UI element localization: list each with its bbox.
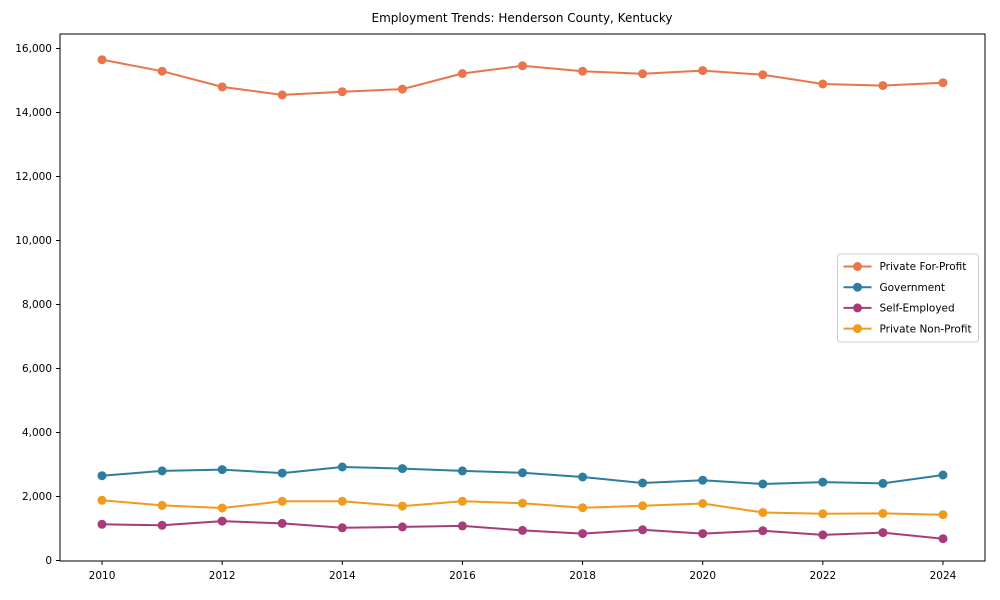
plot-border [59,33,986,562]
data-point-self-employed-2010 [97,519,107,529]
data-point-private-for-profit-2010 [97,55,107,65]
data-point-private-non-profit-2012 [217,503,227,513]
data-point-private-non-profit-2019 [638,501,648,511]
data-point-private-for-profit-2022 [818,79,828,89]
legend-label: Self-Employed [880,303,955,315]
data-point-private-for-profit-2012 [217,82,227,92]
legend: Private For-Profit Government Self-Employe… [837,253,979,343]
data-point-private-non-profit-2022 [818,509,828,519]
data-point-government-2011 [157,466,167,476]
data-point-private-for-profit-2016 [457,69,467,78]
legend-entry-government: Government [843,282,945,294]
data-point-private-for-profit-2017 [518,61,527,71]
y-tick-label: 16,000 [15,43,52,55]
x-tick-label: 2024 [930,570,957,582]
x-tick-label: 2016 [449,570,476,582]
data-point-government-2023 [878,478,888,488]
x-tick-label: 2020 [689,570,716,582]
data-point-private-for-profit-2020 [698,66,708,76]
data-point-self-employed-2015 [397,522,407,532]
data-point-private-for-profit-2023 [878,81,888,91]
data-point-private-for-profit-2018 [578,66,588,76]
data-point-self-employed-2021 [758,526,768,536]
data-point-private-non-profit-2023 [878,508,888,518]
data-point-self-employed-2018 [578,529,588,539]
data-point-private-non-profit-2010 [97,495,107,505]
data-point-government-2019 [638,478,648,488]
legend-label: Private Non-Profit [880,323,972,335]
data-point-government-2013 [277,468,287,478]
data-point-government-2022 [818,477,828,487]
y-tick-label: 8,000 [22,299,52,311]
data-point-private-non-profit-2016 [457,496,467,506]
data-point-private-non-profit-2017 [518,498,527,508]
data-point-government-2021 [758,479,768,489]
legend-entry-self-employed: Self-Employed [843,303,955,315]
y-tick-label: 12,000 [15,171,52,183]
legend-marker [853,303,862,313]
x-tick-label: 2018 [569,570,596,582]
data-point-self-employed-2011 [157,520,167,530]
data-point-self-employed-2016 [457,521,467,531]
data-point-government-2012 [217,465,227,475]
data-point-self-employed-2013 [277,518,287,528]
data-point-private-non-profit-2011 [157,500,167,510]
data-point-private-non-profit-2013 [277,496,287,506]
y-tick-label: 10,000 [15,235,52,247]
legend-label: Government [880,282,945,294]
legend-marker [853,324,862,334]
data-point-government-2016 [457,466,467,476]
y-tick-label: 14,000 [15,107,52,119]
data-point-private-non-profit-2015 [397,501,407,511]
y-tick-label: 2,000 [22,491,52,503]
data-point-private-for-profit-2014 [337,87,347,97]
x-tick-label: 2010 [89,570,116,582]
y-tick-label: 6,000 [22,363,52,375]
data-point-private-for-profit-2015 [397,84,407,94]
x-tick-label: 2022 [809,570,836,582]
data-point-private-non-profit-2021 [758,508,768,517]
data-point-government-2014 [337,462,347,472]
data-point-self-employed-2012 [217,516,227,526]
legend-marker [853,282,862,292]
data-point-government-2010 [97,471,107,481]
legend-marker [853,262,862,271]
legend-entry-private-for-profit: Private For-Profit [843,261,967,273]
data-point-government-2018 [578,472,588,482]
data-point-self-employed-2022 [818,530,828,540]
y-tick-label: 0 [45,555,52,567]
data-point-private-for-profit-2021 [758,70,768,80]
data-point-private-non-profit-2018 [578,503,588,513]
x-tick-label: 2012 [209,570,236,582]
legend-label: Private For-Profit [880,261,967,273]
x-tick-label: 2014 [329,570,356,582]
legend-entry-private-non-profit: Private Non-Profit [843,323,972,335]
data-point-private-for-profit-2011 [157,66,167,76]
data-point-private-for-profit-2019 [638,69,648,79]
data-point-private-for-profit-2013 [277,90,287,100]
data-point-government-2017 [518,468,527,478]
data-point-self-employed-2014 [337,523,347,533]
plot-area [97,55,948,544]
data-point-government-2015 [397,464,407,474]
data-point-self-employed-2024 [938,534,948,544]
data-point-self-employed-2017 [518,525,527,535]
data-point-government-2024 [938,470,948,480]
data-point-self-employed-2020 [698,529,708,539]
data-point-self-employed-2019 [638,525,648,535]
data-point-private-non-profit-2020 [698,499,708,508]
data-point-self-employed-2023 [878,528,888,538]
chart-title: Employment Trends: Henderson County, Ken… [372,11,673,25]
axes: 0 2,000 4,000 6,000 8,000 10,000 12,000 14,000 1… [15,33,986,582]
legend-box [837,253,979,343]
y-tick-label: 4,000 [22,427,52,439]
data-point-private-non-profit-2014 [337,496,347,506]
data-point-private-non-profit-2024 [938,510,948,520]
data-point-private-for-profit-2024 [938,78,948,88]
data-point-government-2020 [698,475,708,485]
